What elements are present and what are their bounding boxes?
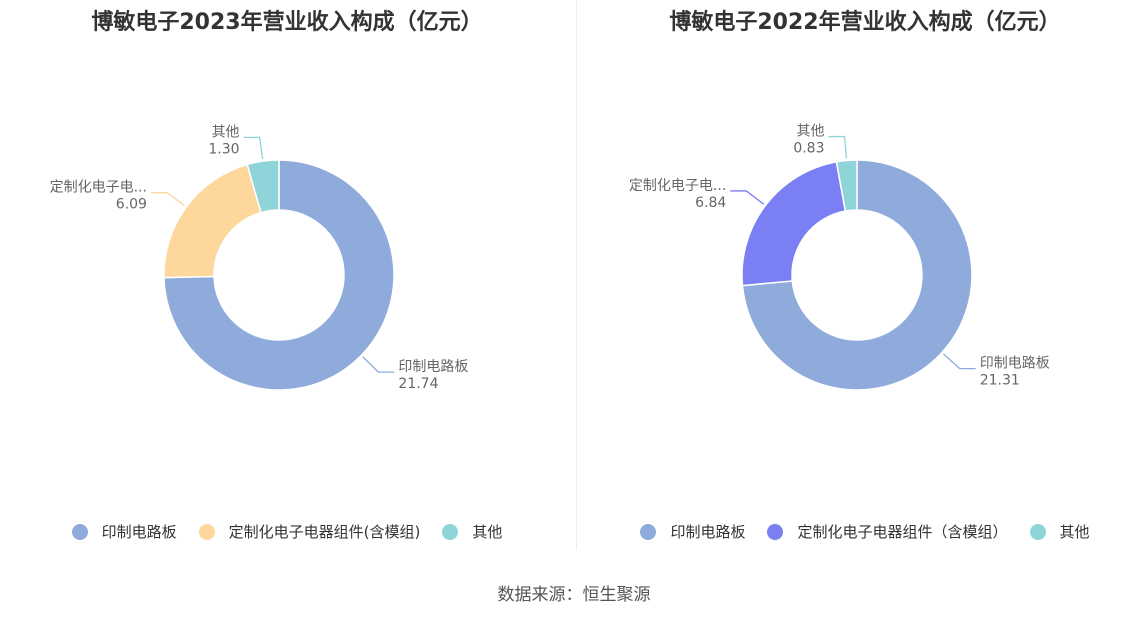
- legend-label: 印制电路板: [670, 523, 746, 541]
- legend-label: 其他: [472, 523, 503, 541]
- legend-item-custom-components[interactable]: 定制化电子电器组件(含模组): [198, 521, 421, 542]
- slice-label: 其他: [212, 124, 240, 140]
- slice-value-label: 21.74: [398, 376, 438, 392]
- leader-line: [362, 356, 395, 373]
- legend-item-other[interactable]: 其他: [1029, 521, 1090, 542]
- chart-2023-panel: 博敏电子2023年营业收入构成（亿元） 印制电路板 21.74 定制化电子电... 6…: [0, 0, 574, 560]
- donut-slice-pcb[interactable]: [163, 159, 395, 391]
- slice-value-label: 6.84: [695, 195, 726, 211]
- legend: 印制电路板 定制化电子电器组件(含模组) 其他: [0, 521, 574, 542]
- leader-line: [943, 353, 976, 370]
- donut-slice-other[interactable]: [835, 159, 858, 212]
- slice-label: 印制电路板: [398, 359, 468, 375]
- donut-slice-custom-components[interactable]: [741, 160, 847, 287]
- legend-label: 其他: [1059, 523, 1090, 541]
- legend-swatch: [71, 523, 88, 540]
- panel-divider: [576, 0, 577, 550]
- legend-swatch: [442, 523, 459, 540]
- slice-label: 印制电路板: [980, 356, 1050, 372]
- legend-label: 定制化电子电器组件(含模组): [228, 523, 421, 541]
- slice-value-label: 1.30: [208, 141, 239, 157]
- legend-label: 印制电路板: [101, 523, 177, 541]
- legend-item-other[interactable]: 其他: [442, 521, 502, 542]
- slice-label: 定制化电子电...: [629, 178, 726, 194]
- slice-label: 其他: [797, 124, 825, 140]
- legend-swatch: [767, 523, 784, 540]
- legend-item-pcb[interactable]: 印制电路板: [640, 521, 745, 542]
- legend-swatch: [640, 523, 657, 540]
- leader-line: [730, 190, 765, 205]
- donut-slice-pcb[interactable]: [741, 159, 973, 391]
- slice-value-label: 21.31: [980, 373, 1020, 389]
- chart-title: 博敏电子2022年营业收入构成（亿元）: [669, 10, 1061, 35]
- donut-slice-custom-components[interactable]: [163, 163, 262, 279]
- legend-label: 定制化电子电器组件（含模组）: [797, 523, 1008, 541]
- slice-value-label: 6.09: [116, 197, 147, 213]
- leader-line: [243, 136, 264, 160]
- legend-swatch: [198, 523, 215, 540]
- donut-slice-other[interactable]: [246, 159, 280, 214]
- chart-2022-panel: 博敏电子2022年营业收入构成（亿元） 印制电路板 21.31 定制化电子电... 6…: [578, 0, 1148, 560]
- leader-line: [828, 135, 848, 159]
- legend: 印制电路板 定制化电子电器组件（含模组） 其他: [578, 521, 1148, 542]
- leader-line: [150, 192, 186, 207]
- legend-item-custom-components[interactable]: 定制化电子电器组件（含模组）: [767, 521, 1008, 542]
- chart-title: 博敏电子2023年营业收入构成（亿元）: [91, 10, 483, 35]
- legend-item-pcb[interactable]: 印制电路板: [71, 521, 177, 542]
- data-source-note: 数据来源：恒生聚源: [497, 585, 651, 605]
- slice-value-label: 0.83: [793, 141, 824, 157]
- legend-swatch: [1029, 523, 1046, 540]
- slice-label: 定制化电子电...: [50, 180, 147, 196]
